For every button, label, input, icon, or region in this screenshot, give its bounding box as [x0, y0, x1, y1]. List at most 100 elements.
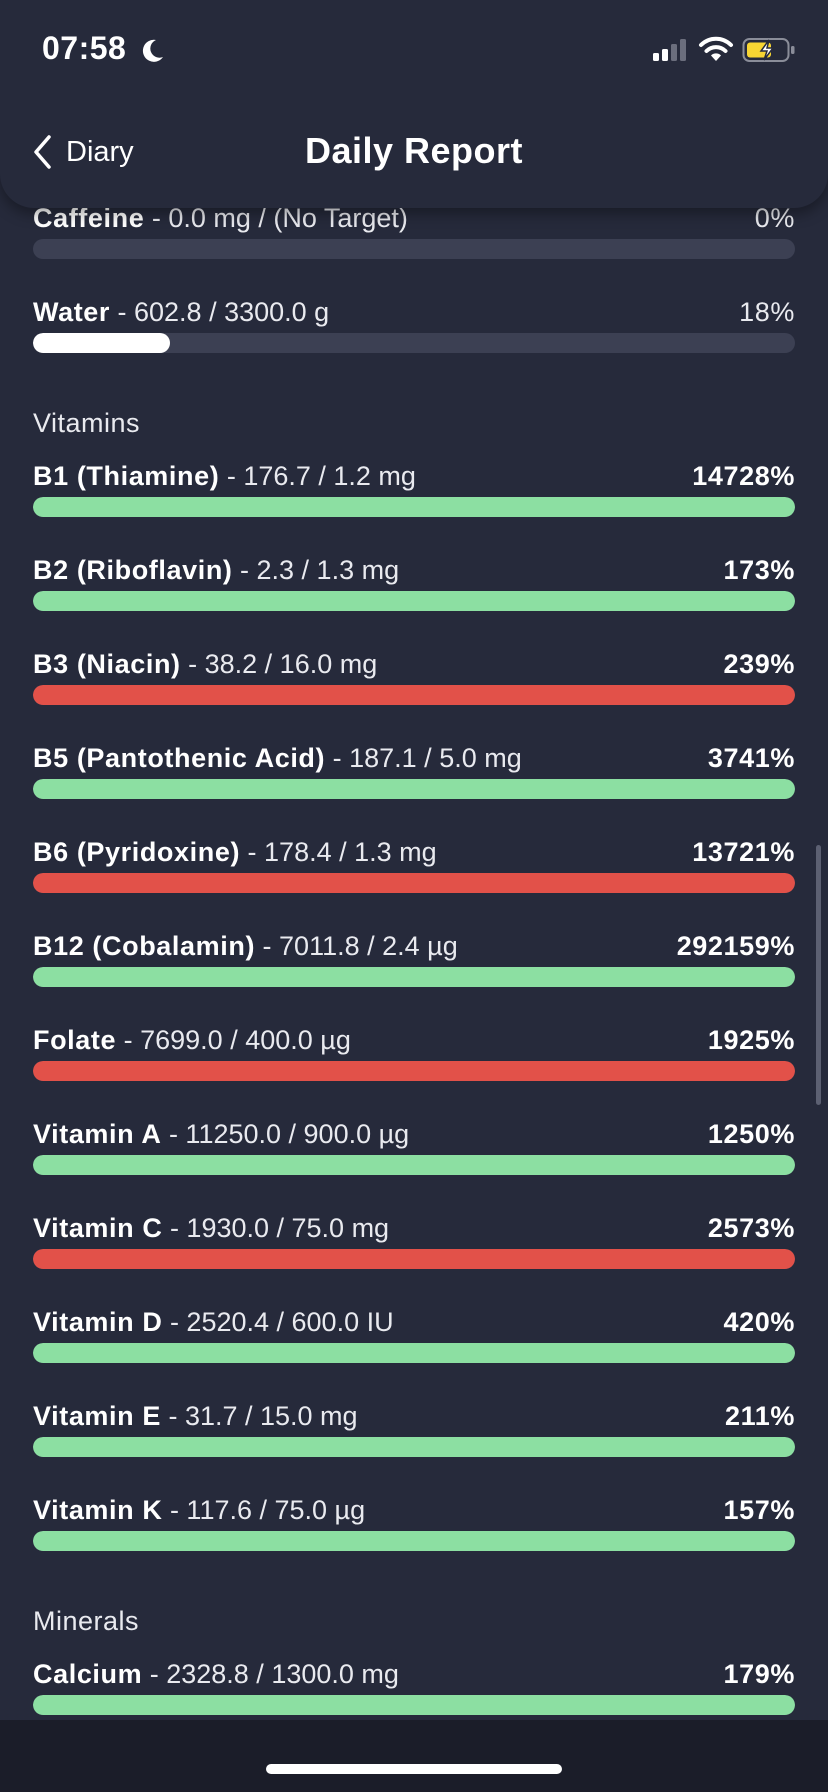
nutrient-row: Calcium - 2328.8 / 1300.0 mg 179%	[33, 1659, 795, 1731]
chevron-left-icon	[34, 135, 51, 169]
nutrient-detail: - 0.0 mg / (No Target)	[144, 203, 408, 233]
nutrient-row: Vitamin D - 2520.4 / 600.0 IU 420%	[33, 1307, 795, 1379]
nutrient-percent: 292159%	[676, 931, 795, 961]
progress-track	[33, 591, 795, 611]
back-button-label: Diary	[66, 135, 134, 168]
progress-track	[33, 685, 795, 705]
progress-fill	[33, 1437, 795, 1457]
nutrient-row: B6 (Pyridoxine) - 178.4 / 1.3 mg 13721%	[33, 837, 795, 909]
progress-fill	[33, 1343, 795, 1363]
cellular-signal-icon	[653, 39, 686, 61]
progress-track	[33, 1061, 795, 1081]
nav-header: 07:58 Diary Daily Report	[0, 0, 828, 208]
nutrient-name: B5 (Pantothenic Acid)	[33, 743, 326, 773]
progress-fill	[33, 497, 795, 517]
nutrient-detail: - 1930.0 / 75.0 mg	[162, 1213, 390, 1243]
nutrient-detail: - 176.7 / 1.2 mg	[219, 461, 416, 491]
progress-track	[33, 1531, 795, 1551]
nutrient-percent: 211%	[725, 1401, 795, 1431]
nutrient-row: Vitamin K - 117.6 / 75.0 µg 157%	[33, 1495, 795, 1567]
nutrient-row: B1 (Thiamine) - 176.7 / 1.2 mg 14728%	[33, 461, 795, 533]
nutrient-row: B2 (Riboflavin) - 2.3 / 1.3 mg 173%	[33, 555, 795, 627]
progress-fill	[33, 1531, 795, 1551]
progress-fill	[33, 1061, 795, 1081]
progress-track	[33, 1695, 795, 1715]
progress-fill	[33, 591, 795, 611]
nutrient-percent: 3741%	[707, 743, 795, 773]
nutrient-name: Vitamin C	[33, 1213, 163, 1243]
progress-track	[33, 967, 795, 987]
nutrient-row: Vitamin C - 1930.0 / 75.0 mg 2573%	[33, 1213, 795, 1285]
section-title-vitamins: Vitamins	[33, 408, 141, 438]
progress-track	[33, 1249, 795, 1269]
nutrient-name: Vitamin E	[33, 1401, 161, 1431]
section-title-minerals: Minerals	[33, 1606, 140, 1636]
progress-track	[33, 873, 795, 893]
nutrient-detail: - 7011.8 / 2.4 µg	[255, 931, 458, 961]
nutrient-name: Calcium	[33, 1659, 143, 1689]
nutrient-percent: 2573%	[707, 1213, 795, 1243]
nutrient-percent: 0%	[754, 203, 795, 233]
progress-track	[33, 1343, 795, 1363]
nutrient-detail: - 2520.4 / 600.0 IU	[162, 1307, 394, 1337]
nutrient-name: Vitamin D	[33, 1307, 163, 1337]
nutrient-name: Water	[33, 297, 111, 327]
nutrient-detail: - 117.6 / 75.0 µg	[162, 1495, 366, 1525]
nutrient-row-water: Water - 602.8 / 3300.0 g 18%	[33, 297, 795, 369]
nutrient-detail: - 11250.0 / 900.0 µg	[161, 1119, 410, 1149]
nutrient-percent: 13721%	[692, 837, 795, 867]
progress-fill	[33, 1695, 795, 1715]
nutrient-name: B6 (Pyridoxine)	[33, 837, 241, 867]
nutrient-percent: 1925%	[707, 1025, 795, 1055]
moon-icon	[142, 39, 163, 62]
progress-track	[33, 239, 795, 259]
nutrient-percent: 173%	[723, 555, 795, 585]
wifi-icon	[699, 36, 733, 61]
nutrient-percent: 179%	[723, 1659, 795, 1689]
nutrient-row-caffeine: Caffeine - 0.0 mg / (No Target) 0%	[33, 203, 795, 275]
nutrient-detail: - 7699.0 / 400.0 µg	[116, 1025, 351, 1055]
nutrient-name: Caffeine	[33, 203, 145, 233]
nutrient-detail: - 602.8 / 3300.0 g	[110, 297, 330, 327]
nutrient-name: B1 (Thiamine)	[33, 461, 220, 491]
back-button[interactable]: Diary	[30, 130, 134, 174]
status-time: 07:58	[42, 30, 127, 66]
nutrient-name: B2 (Riboflavin)	[33, 555, 233, 585]
nutrient-list[interactable]: Caffeine - 0.0 mg / (No Target) 0% Water…	[0, 0, 828, 1720]
nutrient-percent: 1250%	[707, 1119, 795, 1149]
nutrient-row: B3 (Niacin) - 38.2 / 16.0 mg 239%	[33, 649, 795, 721]
scroll-indicator[interactable]	[816, 845, 821, 1105]
home-indicator[interactable]	[266, 1764, 562, 1774]
nutrient-name: Folate	[33, 1025, 117, 1055]
progress-fill	[33, 779, 795, 799]
nutrient-percent: 239%	[723, 649, 795, 679]
nutrient-detail: - 2.3 / 1.3 mg	[232, 555, 400, 585]
progress-fill	[33, 685, 795, 705]
progress-track	[33, 1155, 795, 1175]
nutrient-row: Vitamin E - 31.7 / 15.0 mg 211%	[33, 1401, 795, 1473]
progress-track	[33, 1437, 795, 1457]
progress-fill	[33, 333, 171, 353]
progress-track	[33, 497, 795, 517]
progress-fill	[33, 1249, 795, 1269]
nutrient-name: Vitamin A	[33, 1119, 162, 1149]
nutrient-percent: 420%	[723, 1307, 795, 1337]
nutrient-percent: 18%	[739, 297, 795, 327]
nutrient-detail: - 178.4 / 1.3 mg	[240, 837, 437, 867]
progress-fill	[33, 873, 795, 893]
nutrient-detail: - 2328.8 / 1300.0 mg	[142, 1659, 399, 1689]
nutrient-row: Folate - 7699.0 / 400.0 µg 1925%	[33, 1025, 795, 1097]
nutrient-percent: 157%	[723, 1495, 795, 1525]
nutrient-row: Vitamin A - 11250.0 / 900.0 µg 1250%	[33, 1119, 795, 1191]
progress-fill	[33, 967, 795, 987]
nutrient-row: B12 (Cobalamin) - 7011.8 / 2.4 µg 292159…	[33, 931, 795, 1003]
home-indicator-area	[0, 1720, 828, 1792]
nutrient-percent: 14728%	[692, 461, 795, 491]
progress-track	[33, 333, 795, 353]
nutrient-name: B3 (Niacin)	[33, 649, 181, 679]
battery-charging-icon	[742, 38, 795, 62]
nutrient-row: B5 (Pantothenic Acid) - 187.1 / 5.0 mg 3…	[33, 743, 795, 815]
nutrient-detail: - 31.7 / 15.0 mg	[160, 1401, 358, 1431]
nutrient-detail: - 187.1 / 5.0 mg	[325, 743, 522, 773]
